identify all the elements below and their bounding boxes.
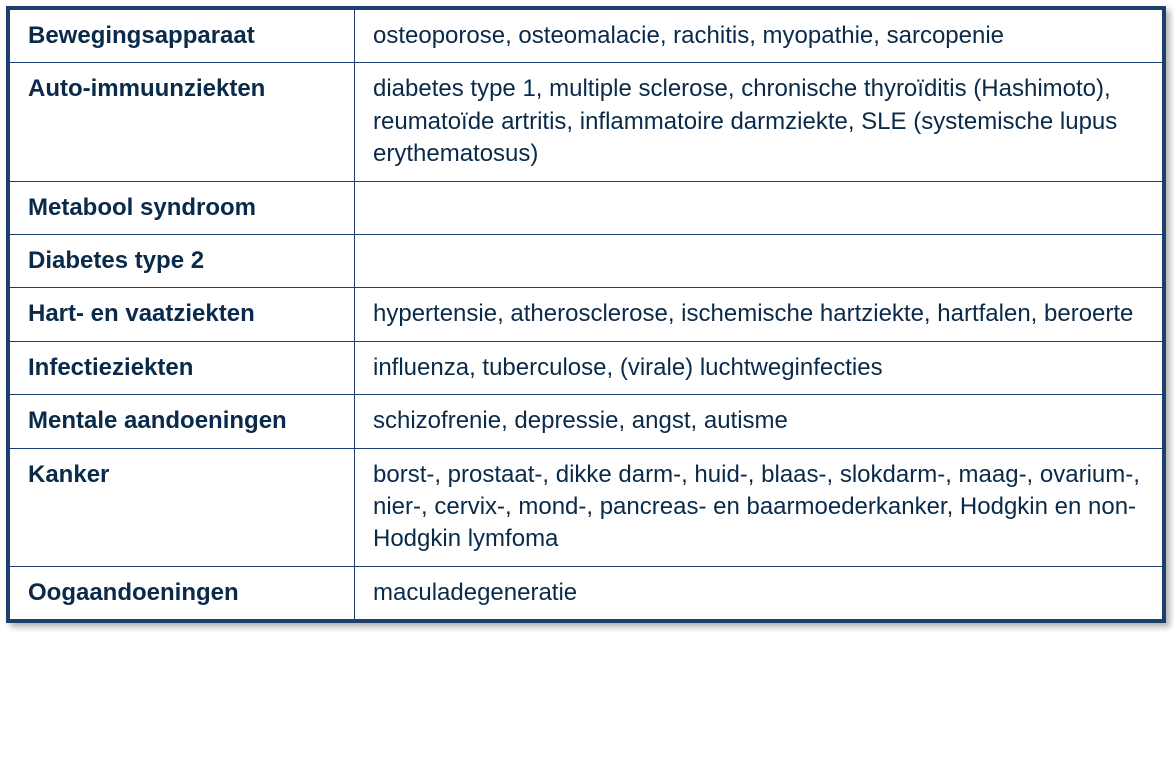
table-row: Infectieziekten influenza, tuberculose, … xyxy=(10,341,1163,394)
details-cell: diabetes type 1, multiple sclerose, chro… xyxy=(355,63,1163,181)
category-cell: Bewegingsapparaat xyxy=(10,10,355,63)
table-row: Metabool syndroom xyxy=(10,181,1163,234)
table-row: Oogaandoeningen maculadegeneratie xyxy=(10,566,1163,619)
details-cell: maculadegeneratie xyxy=(355,566,1163,619)
disease-table: Bewegingsapparaat osteoporose, osteomala… xyxy=(9,9,1163,620)
details-cell: osteoporose, osteomalacie, rachitis, myo… xyxy=(355,10,1163,63)
details-cell xyxy=(355,181,1163,234)
category-cell: Auto-immuunziekten xyxy=(10,63,355,181)
category-cell: Oogaandoeningen xyxy=(10,566,355,619)
category-cell: Kanker xyxy=(10,448,355,566)
category-cell: Metabool syndroom xyxy=(10,181,355,234)
category-cell: Infectieziekten xyxy=(10,341,355,394)
table-row: Mentale aandoeningen schizofrenie, depre… xyxy=(10,395,1163,448)
category-cell: Hart- en vaatziekten xyxy=(10,288,355,341)
table-row: Hart- en vaatziekten hypertensie, athero… xyxy=(10,288,1163,341)
category-cell: Diabetes type 2 xyxy=(10,234,355,287)
details-cell: borst-, prostaat-, dikke darm-, huid-, b… xyxy=(355,448,1163,566)
details-cell xyxy=(355,234,1163,287)
table-row: Kanker borst-, prostaat-, dikke darm-, h… xyxy=(10,448,1163,566)
table-row: Diabetes type 2 xyxy=(10,234,1163,287)
details-cell: hypertensie, atherosclerose, ischemische… xyxy=(355,288,1163,341)
details-cell: schizofrenie, depressie, angst, autisme xyxy=(355,395,1163,448)
disease-table-body: Bewegingsapparaat osteoporose, osteomala… xyxy=(10,10,1163,620)
details-cell: influenza, tuberculose, (virale) luchtwe… xyxy=(355,341,1163,394)
disease-table-container: Bewegingsapparaat osteoporose, osteomala… xyxy=(6,6,1166,623)
table-row: Auto-immuunziekten diabetes type 1, mult… xyxy=(10,63,1163,181)
table-row: Bewegingsapparaat osteoporose, osteomala… xyxy=(10,10,1163,63)
category-cell: Mentale aandoeningen xyxy=(10,395,355,448)
